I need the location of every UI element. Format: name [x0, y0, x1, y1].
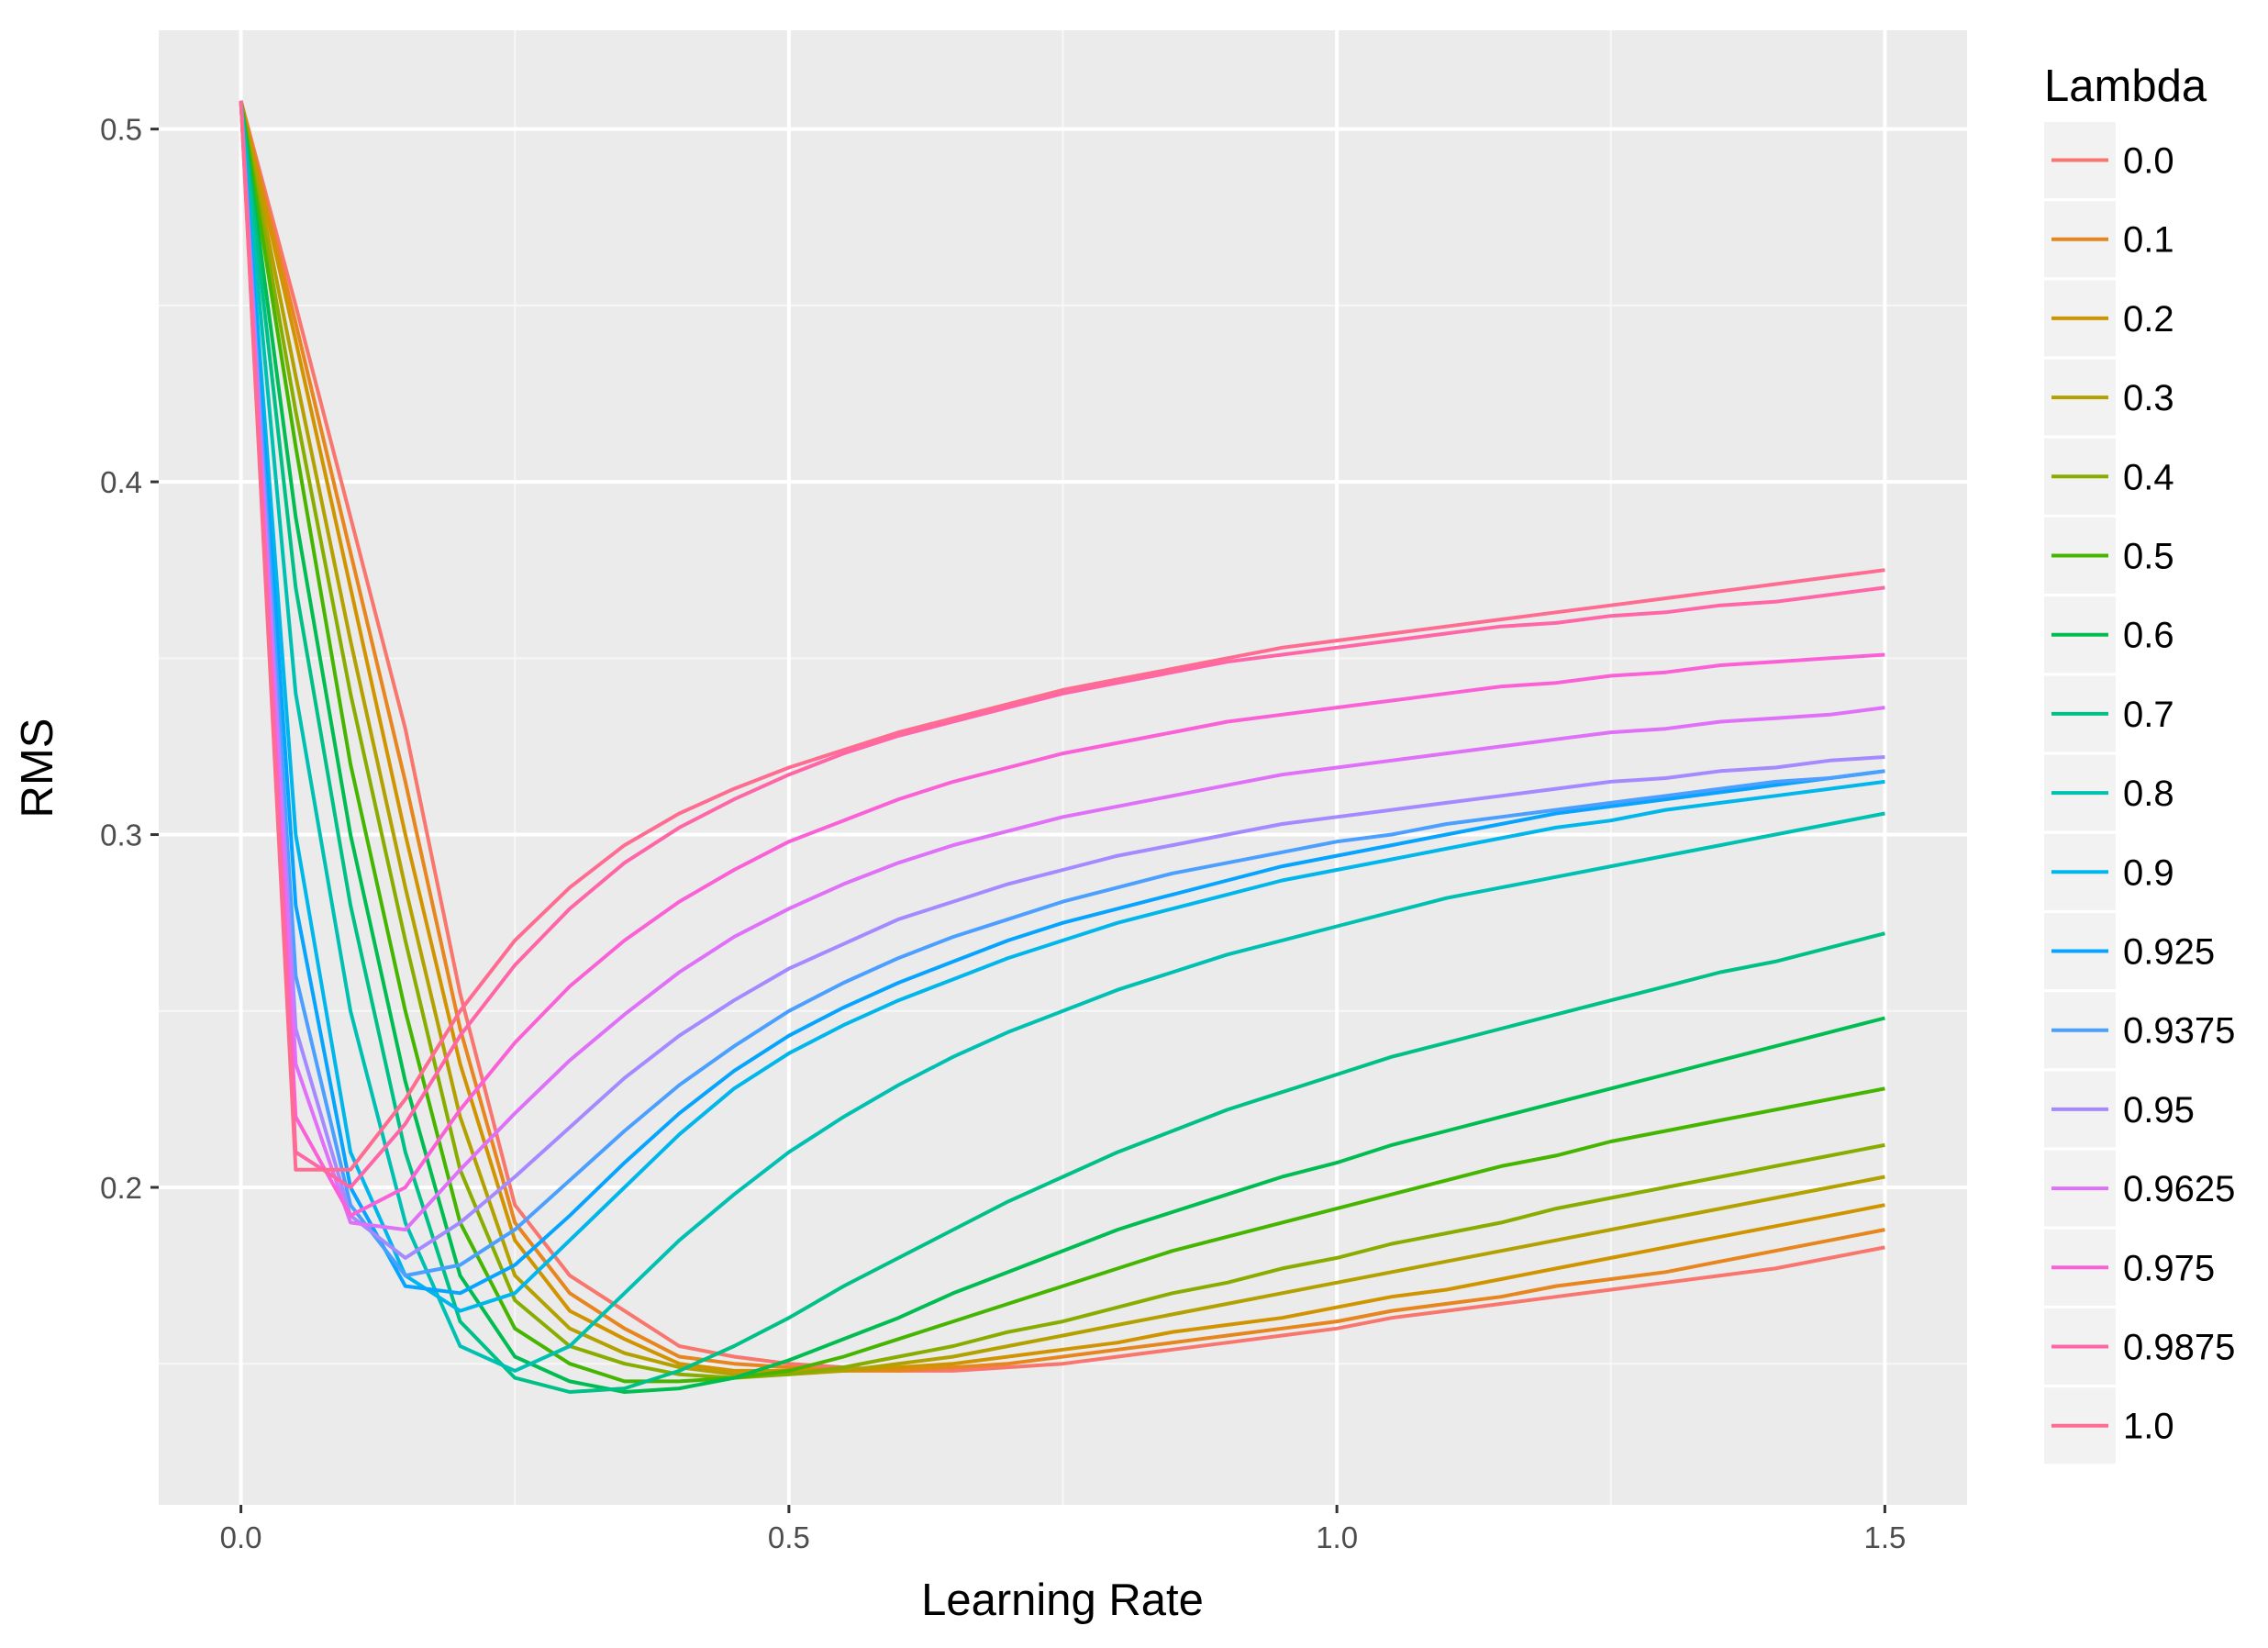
legend-label: 0.5 — [2123, 537, 2174, 577]
x-tick-labels: 0.0 0.5 1.0 1.5 — [220, 1520, 1907, 1554]
legend-label: 0.1 — [2123, 220, 2174, 261]
axis-ticks — [150, 128, 1886, 1513]
y-tick-label: 0.3 — [100, 818, 142, 852]
legend-label: 0.975 — [2123, 1248, 2215, 1288]
series-line-0.4 — [239, 100, 1885, 1380]
series-line-0.925 — [239, 100, 1885, 1296]
legend: Lambda 0.0 0.1 0.2 0.3 0.4 0.5 0.6 0.7 0.8 0.9 0.9… — [2044, 61, 2235, 1464]
x-axis-title: Learning Rate — [921, 1576, 1204, 1625]
series-line-0.8 — [239, 100, 1885, 1373]
series-line-0.3 — [239, 100, 1885, 1376]
legend-label: 1.0 — [2123, 1407, 2174, 1447]
legend-label: 0.925 — [2123, 932, 2215, 973]
legend-title: Lambda — [2044, 61, 2207, 111]
legend-label: 0.9625 — [2123, 1169, 2235, 1209]
x-tick-label: 1.0 — [1316, 1520, 1358, 1554]
legend-label: 0.9875 — [2123, 1328, 2235, 1368]
series-line-0.9625 — [239, 100, 1885, 1232]
legend-label: 0.9375 — [2123, 1011, 2235, 1052]
legend-label: 0.9 — [2123, 852, 2174, 893]
series-line-0.7 — [239, 100, 1885, 1394]
series-line-0.2 — [239, 100, 1885, 1373]
series-line-0.0 — [239, 100, 1885, 1373]
x-tick-label: 0.5 — [768, 1520, 810, 1554]
series-line-0.9375 — [239, 100, 1885, 1278]
legend-label: 0.7 — [2123, 695, 2174, 735]
series-line-1.0 — [239, 100, 1885, 1172]
series-line-0.1 — [239, 100, 1885, 1373]
y-tick-label: 0.5 — [100, 113, 142, 147]
legend-label: 0.2 — [2123, 299, 2174, 340]
series-line-0.95 — [239, 100, 1885, 1260]
legend-items: 0.0 0.1 0.2 0.3 0.4 0.5 0.6 0.7 0.8 0.9 0.925 0.937… — [2044, 122, 2235, 1464]
series-lines — [239, 100, 1885, 1394]
series-line-0.5 — [239, 100, 1885, 1384]
y-tick-labels: 0.2 0.3 0.4 0.5 — [100, 113, 142, 1205]
series-line-0.6 — [239, 100, 1885, 1394]
legend-label: 0.4 — [2123, 457, 2174, 497]
series-line-0.9 — [239, 100, 1885, 1313]
legend-label: 0.3 — [2123, 378, 2174, 418]
series-line-0.975 — [239, 100, 1885, 1218]
x-tick-label: 1.5 — [1863, 1520, 1906, 1554]
y-tick-label: 0.4 — [100, 465, 142, 499]
series-line-0.9875 — [239, 100, 1885, 1189]
y-tick-label: 0.2 — [100, 1171, 142, 1205]
legend-label: 0.95 — [2123, 1090, 2195, 1130]
y-axis-title: RMS — [13, 718, 62, 818]
legend-label: 0.6 — [2123, 616, 2174, 656]
legend-label: 0.0 — [2123, 141, 2174, 182]
x-tick-label: 0.0 — [220, 1520, 262, 1554]
legend-label: 0.8 — [2123, 774, 2174, 814]
